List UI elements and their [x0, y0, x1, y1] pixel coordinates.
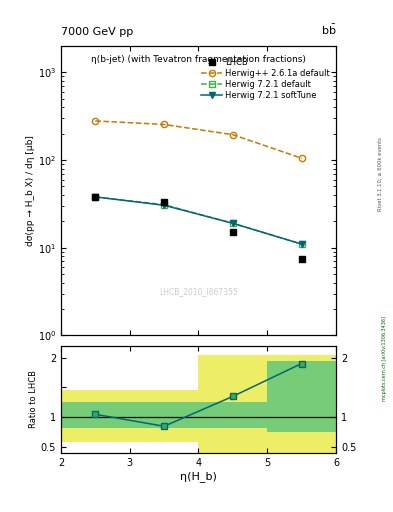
Herwig 7.2.1 softTune: [93, 194, 97, 200]
Text: Rivet 3.1.10; ≥ 600k events: Rivet 3.1.10; ≥ 600k events: [378, 137, 383, 211]
Text: 7000 GeV pp: 7000 GeV pp: [61, 27, 133, 37]
Text: LHCB_2010_I867355: LHCB_2010_I867355: [159, 287, 238, 296]
Line: LHCB: LHCB: [92, 194, 305, 262]
Herwig 7.2.1 default: [230, 220, 235, 226]
Herwig++ 2.6.1a default: [162, 121, 167, 127]
Herwig 7.2.1 default: [299, 241, 304, 247]
LHCB: [299, 255, 304, 262]
Line: Herwig++ 2.6.1a default: Herwig++ 2.6.1a default: [92, 118, 305, 161]
Herwig++ 2.6.1a default: [230, 132, 235, 138]
LHCB: [93, 194, 97, 200]
Herwig 7.2.1 softTune: [230, 220, 235, 226]
Line: Herwig 7.2.1 default: Herwig 7.2.1 default: [92, 194, 305, 247]
Line: Herwig 7.2.1 softTune: Herwig 7.2.1 softTune: [92, 194, 305, 247]
Y-axis label: dσ(pp → H_b X) / dη [μb]: dσ(pp → H_b X) / dη [μb]: [26, 135, 35, 246]
X-axis label: η(H_b): η(H_b): [180, 471, 217, 482]
Herwig++ 2.6.1a default: [299, 155, 304, 161]
Herwig 7.2.1 default: [162, 202, 167, 208]
Text: b$\bar{\rm b}$: b$\bar{\rm b}$: [321, 23, 336, 37]
LHCB: [162, 199, 167, 205]
Legend: LHCB, Herwig++ 2.6.1a default, Herwig 7.2.1 default, Herwig 7.2.1 softTune: LHCB, Herwig++ 2.6.1a default, Herwig 7.…: [200, 56, 332, 101]
Herwig 7.2.1 softTune: [299, 241, 304, 247]
Y-axis label: Ratio to LHCB: Ratio to LHCB: [29, 370, 38, 429]
Herwig 7.2.1 softTune: [162, 202, 167, 208]
Herwig 7.2.1 default: [93, 194, 97, 200]
LHCB: [230, 229, 235, 236]
Text: mcplots.cern.ch [arXiv:1306.3436]: mcplots.cern.ch [arXiv:1306.3436]: [382, 316, 387, 401]
Herwig++ 2.6.1a default: [93, 118, 97, 124]
Text: η(b-jet) (with Tevatron fragmentation fractions): η(b-jet) (with Tevatron fragmentation fr…: [91, 55, 306, 64]
